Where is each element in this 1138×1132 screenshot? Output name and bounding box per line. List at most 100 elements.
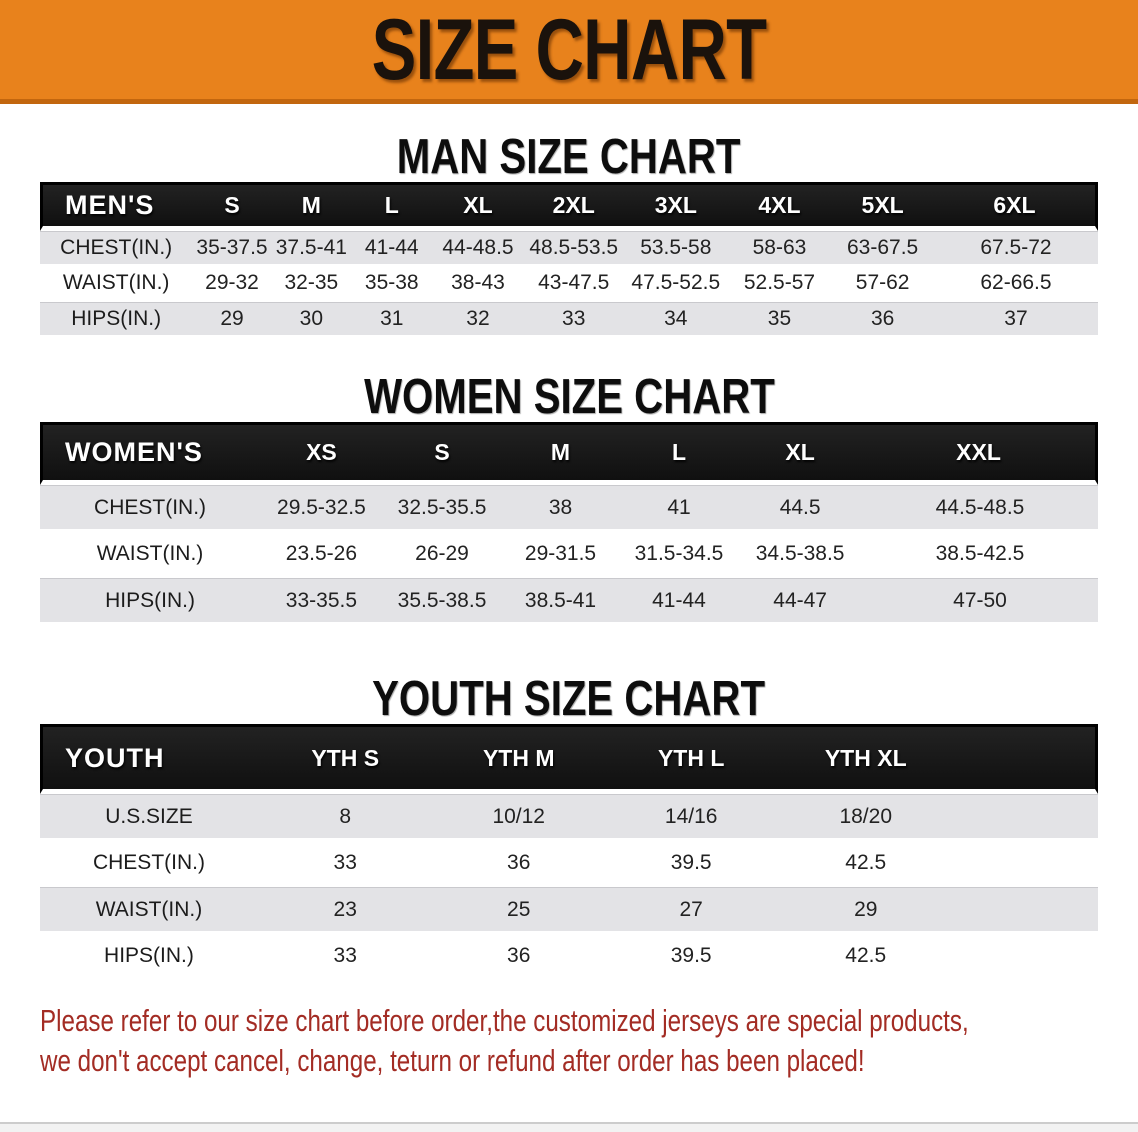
row-filler-cell	[954, 794, 1098, 841]
size-chart-banner: SIZE CHART	[0, 0, 1138, 104]
size-value-cell: 34	[623, 302, 728, 338]
size-value-cell: 18/20	[777, 794, 955, 841]
size-value-cell: 32-35	[271, 267, 352, 302]
image-bottom-edge	[0, 1122, 1138, 1132]
size-value-cell: 38	[501, 485, 620, 532]
size-column-header: XXL	[862, 422, 1098, 485]
size-value-cell: 29	[192, 302, 272, 338]
size-value-cell: 29	[777, 887, 955, 934]
size-value-cell: 23	[257, 887, 433, 934]
size-value-cell: 35-38	[351, 267, 433, 302]
header-filler-cell	[954, 724, 1098, 794]
row-filler-cell	[954, 841, 1098, 887]
size-column-header: XS	[260, 422, 383, 485]
order-disclaimer: Please refer to our size chart before or…	[40, 1001, 1138, 1081]
measurement-row: WAIST(IN.) 23.5-26 26-29 29-31.5 31.5-34.5 34…	[40, 532, 1098, 578]
size-value-cell: 44.5	[738, 485, 863, 532]
size-column-header: S	[192, 182, 272, 231]
measurement-label: CHEST(IN.)	[40, 485, 261, 532]
size-value-cell: 36	[432, 934, 605, 980]
group-label: MEN'S	[40, 182, 193, 231]
womens-section-heading: WOMEN SIZE CHART	[363, 370, 775, 424]
measurement-label: HIPS(IN.)	[40, 934, 258, 980]
size-column-header: YTH M	[432, 724, 605, 794]
size-value-cell: 44-48.5	[432, 231, 524, 267]
size-column-header: YTH XL	[777, 724, 955, 794]
size-value-cell: 33	[257, 841, 433, 887]
size-value-cell: 33-35.5	[260, 578, 383, 625]
size-value-cell: 39.5	[604, 934, 778, 980]
size-value-cell: 29.5-32.5	[260, 485, 383, 532]
size-value-cell: 63-67.5	[831, 231, 934, 267]
size-value-cell: 27	[604, 887, 778, 934]
size-value-cell: 36	[432, 841, 605, 887]
womens-size-table: WOMEN'S XS S M L XL XXL CHEST(IN.) 29.5-32.5 32.5…	[40, 422, 1098, 625]
size-value-cell: 41	[619, 485, 739, 532]
size-value-cell: 67.5-72	[933, 231, 1098, 267]
measurement-row: HIPS(IN.) 33 36 39.5 42.5	[40, 934, 1098, 980]
row-filler-cell	[954, 934, 1098, 980]
row-filler-cell	[954, 887, 1098, 934]
measurement-row: CHEST(IN.) 29.5-32.5 32.5-35.5 38 41 44.5 44.5…	[40, 485, 1098, 532]
measurement-label: WAIST(IN.)	[40, 267, 193, 302]
size-value-cell: 33	[257, 934, 433, 980]
measurement-label: CHEST(IN.)	[40, 231, 193, 267]
size-value-cell: 44.5-48.5	[862, 485, 1098, 532]
size-column-header: M	[271, 182, 352, 231]
size-column-header: 6XL	[933, 182, 1098, 231]
size-column-header: YTH S	[257, 724, 433, 794]
size-value-cell: 44-47	[738, 578, 863, 625]
measurement-label: HIPS(IN.)	[40, 302, 193, 338]
size-value-cell: 38.5-41	[501, 578, 620, 625]
group-label: WOMEN'S	[40, 422, 261, 485]
size-column-header: 3XL	[623, 182, 728, 231]
measurement-row: CHEST(IN.) 33 36 39.5 42.5	[40, 841, 1098, 887]
size-value-cell: 47.5-52.5	[623, 267, 728, 302]
size-value-cell: 39.5	[604, 841, 778, 887]
mens-section-heading: MAN SIZE CHART	[397, 130, 741, 184]
size-value-cell: 42.5	[777, 841, 955, 887]
size-value-cell: 47-50	[862, 578, 1098, 625]
size-column-header: XL	[432, 182, 524, 231]
size-value-cell: 33	[523, 302, 624, 338]
size-value-cell: 25	[432, 887, 605, 934]
measurement-label: WAIST(IN.)	[40, 887, 258, 934]
size-value-cell: 42.5	[777, 934, 955, 980]
size-column-header: YTH L	[604, 724, 778, 794]
size-value-cell: 57-62	[831, 267, 934, 302]
size-column-header: 4XL	[727, 182, 832, 231]
size-header-row: MEN'S S M L XL 2XL 3XL 4XL 5XL 6XL	[40, 182, 1098, 231]
measurement-label: HIPS(IN.)	[40, 578, 261, 625]
size-value-cell: 32	[432, 302, 524, 338]
size-value-cell: 31	[351, 302, 433, 338]
size-value-cell: 62-66.5	[933, 267, 1098, 302]
size-value-cell: 26-29	[382, 532, 502, 578]
size-column-header: L	[351, 182, 433, 231]
size-value-cell: 37	[933, 302, 1098, 338]
size-value-cell: 38-43	[432, 267, 524, 302]
size-column-header: S	[382, 422, 502, 485]
size-header-row: YOUTH YTH S YTH M YTH L YTH XL	[40, 724, 1098, 794]
measurement-label: WAIST(IN.)	[40, 532, 261, 578]
size-value-cell: 35.5-38.5	[382, 578, 502, 625]
size-value-cell: 53.5-58	[623, 231, 728, 267]
disclaimer-line-1: Please refer to our size chart before or…	[40, 1003, 969, 1038]
size-value-cell: 41-44	[351, 231, 433, 267]
size-value-cell: 34.5-38.5	[738, 532, 863, 578]
mens-size-table: MEN'S S M L XL 2XL 3XL 4XL 5XL 6XL CHEST(IN.) 35-37…	[40, 182, 1098, 338]
size-value-cell: 48.5-53.5	[523, 231, 624, 267]
size-value-cell: 58-63	[727, 231, 832, 267]
group-label: YOUTH	[40, 724, 258, 794]
size-value-cell: 14/16	[604, 794, 778, 841]
size-value-cell: 35-37.5	[192, 231, 272, 267]
size-value-cell: 43-47.5	[523, 267, 624, 302]
size-value-cell: 31.5-34.5	[619, 532, 739, 578]
size-value-cell: 35	[727, 302, 832, 338]
page-title: SIZE CHART	[371, 1, 767, 98]
measurement-row: HIPS(IN.) 29 30 31 32 33 34 35 36 37	[40, 302, 1098, 338]
disclaimer-line-2: we don't accept cancel, change, teturn o…	[40, 1043, 865, 1078]
size-value-cell: 37.5-41	[271, 231, 352, 267]
size-value-cell: 36	[831, 302, 934, 338]
size-value-cell: 30	[271, 302, 352, 338]
